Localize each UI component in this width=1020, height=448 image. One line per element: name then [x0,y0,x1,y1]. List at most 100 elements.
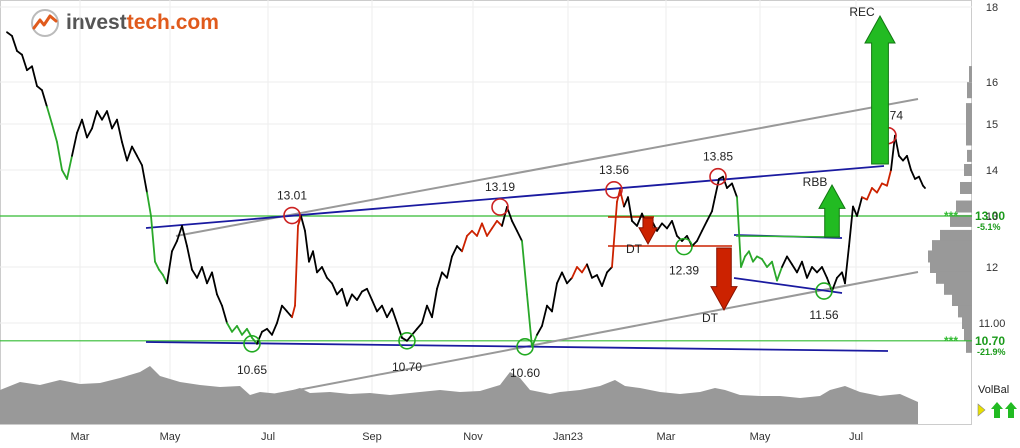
volume-area-fill [0,366,918,424]
x-tick-label: Jan23 [553,431,583,443]
price-label: 13.01 [277,189,307,203]
price-segment [276,304,283,324]
price-segment [66,154,73,180]
price-segment [346,293,353,307]
price-segment [601,271,608,287]
price-segment [126,145,133,162]
signal-label-dt2: DT [702,311,719,325]
price-volume-bar [962,317,972,329]
rbb-arrow [818,183,846,238]
price-segment [121,141,128,162]
price-segment [176,224,183,242]
y-tick-label: 16 [986,77,998,89]
price-segment [623,196,629,208]
price-segment [291,304,296,319]
price-segment [196,266,203,279]
price-segment [46,105,53,125]
signal-label-dt1: DT [626,242,643,256]
y-tick-label: 18 [986,2,998,14]
price-volume-bar [944,282,972,295]
price-label: 10.60 [510,366,540,380]
price-segment [806,266,813,279]
price-volume-bar [964,164,972,176]
price-segment [191,268,198,279]
price-segment [376,304,383,313]
price-segment [576,266,583,274]
y-tick-label: 15 [986,119,998,131]
support-value-label: 10.70 [975,334,1005,348]
price-segment [101,110,108,121]
price-segment [131,145,138,157]
price-segment [801,260,808,279]
price-segment [391,307,398,324]
price-segment [796,260,803,274]
price-segment [898,154,904,162]
price-label: 13.56 [599,163,629,177]
dt2-arrow [710,247,738,312]
price-volume-bar [966,129,972,146]
resistance-trendline [145,165,885,229]
price-segment [106,110,113,130]
volume-area [0,66,972,424]
price-segment [910,169,916,180]
price-segment [446,255,453,279]
price-segment [261,327,268,333]
price-segment [836,271,843,279]
price-segment [441,271,448,279]
price-volume-bar [930,261,972,273]
x-tick-label: Jul [261,431,275,443]
signal-label-rec: REC [849,5,875,19]
investtech-logo: investtech.com [28,6,219,40]
price-segment [401,336,408,342]
trend-lines: *** 13.00-5.1%*** 10.70-21.9% [0,98,1016,399]
price-segment [456,245,463,253]
price-segment [231,325,238,333]
price-segment [696,229,703,242]
logo-text: investtech.com [66,11,219,34]
y-tick-label: 11.00 [979,318,1006,330]
price-segment [281,304,288,313]
x-tick-label: Mar [71,431,90,443]
price-segment [731,182,738,199]
x-tick-label: Sep [362,431,382,443]
price-label: 13.19 [485,180,515,194]
support-asterisks: *** [944,334,958,348]
signal-label-rbb: RBB [803,175,828,189]
price-volume-bar [964,328,972,341]
price-volume-bar [966,116,972,132]
price-segment [236,325,243,336]
price-segment [371,299,378,313]
price-label: 10.70 [392,360,422,374]
price-segment [41,89,48,108]
bottom-circle-marker [516,338,534,356]
price-segment [21,53,28,72]
price-label: 11.56 [809,308,838,322]
price-segment [308,250,314,263]
price-segment [521,240,528,296]
price-segment [451,245,458,258]
price-segment [431,287,438,319]
price-segment [326,276,333,285]
price-segment [861,196,868,201]
price-segment [416,322,423,330]
price-segment [111,118,118,130]
price-segment [627,196,633,222]
price-volume-bar [958,305,972,318]
support-change-label: -21.9% [977,347,1006,357]
price-segment [736,196,742,268]
price-segment [481,222,488,237]
price-segment [241,327,248,336]
rec-arrow [864,14,896,165]
price-segment [776,266,783,282]
bottom-circle-marker [675,237,693,256]
x-tick-label: Jul [849,431,863,443]
support-value-label: 13.00 [975,209,1005,223]
volbal-neutral-arrow [977,403,986,417]
price-segment [321,266,328,279]
price-segment [586,263,593,279]
price-segment [341,287,348,307]
price-segment [351,293,358,301]
price-segment [486,227,493,237]
price-segment [541,304,548,327]
